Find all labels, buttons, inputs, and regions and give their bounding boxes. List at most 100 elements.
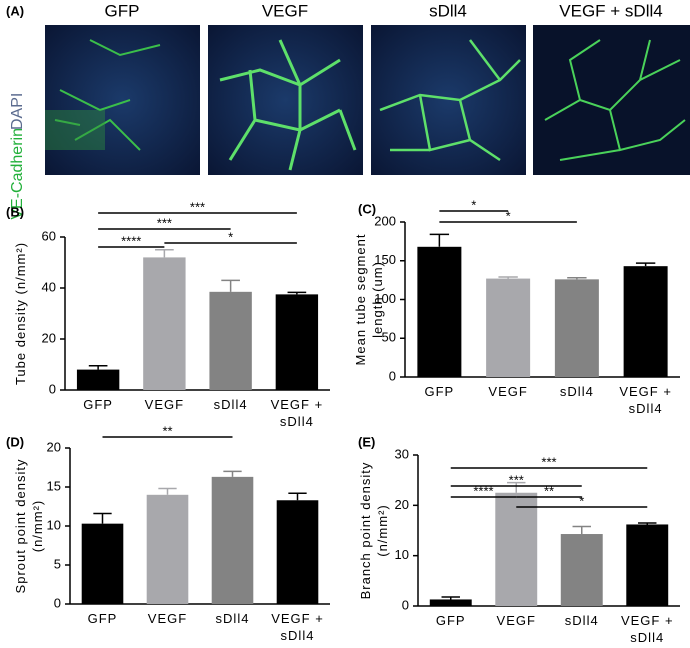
x-tick-label-box: sDll4 [559, 384, 594, 399]
x-tick-label: GFP [424, 384, 455, 399]
y-tick-label: 0 [402, 597, 409, 612]
y-tick-label: 15 [47, 478, 61, 493]
y-axis-label-box: Branch point density (n/mm²) [358, 461, 390, 600]
x-tick-label: VEGF [496, 613, 536, 628]
y-tick-label: 10 [47, 517, 61, 532]
bar [626, 524, 669, 606]
error-bar [572, 525, 591, 535]
significance-label: * [471, 197, 476, 212]
image-title: VEGF + sDll4 [559, 1, 662, 20]
x-tick-label-box: VEGF + sDll4 [271, 611, 324, 643]
y-tick-label: 200 [374, 213, 396, 228]
panel-label: (A) [6, 3, 24, 18]
bar [554, 279, 599, 377]
y-tick-label: 30 [395, 446, 409, 461]
significance-label: * [228, 229, 233, 244]
x-tick-label: VEGF + sDll4 [620, 613, 674, 645]
bar [276, 500, 319, 604]
significance-label: ** [544, 483, 554, 498]
y-tick-label: 60 [42, 228, 56, 243]
x-tick-label-box: VEGF + sDll4 [620, 613, 674, 645]
bar [81, 523, 124, 604]
significance-label: *** [509, 472, 524, 487]
x-tick-label: VEGF + sDll4 [270, 397, 324, 429]
x-tick-label: VEGF [144, 397, 185, 412]
x-tick-label: sDll4 [559, 384, 594, 399]
y-axis-label: Mean tube segment length (um) [353, 233, 385, 366]
y-tick-label: 10 [395, 547, 409, 562]
bar [623, 266, 668, 377]
x-tick-label-box: VEGF [147, 611, 188, 626]
y-axis-label: Tube density (n/mm²) [13, 241, 28, 386]
bar [429, 599, 472, 606]
error-bar [638, 522, 657, 525]
error-bar [155, 249, 174, 258]
x-tick-label-box: sDll4 [564, 613, 599, 628]
x-tick-label: GFP [435, 613, 466, 628]
error-bar [441, 596, 460, 600]
panel-label: (C) [358, 201, 376, 216]
error-bar [88, 365, 108, 370]
y-axis-label: Branch point density (n/mm²) [358, 461, 390, 600]
x-tick-label: VEGF + sDll4 [271, 611, 324, 643]
x-tick-label: VEGF [147, 611, 188, 626]
x-tick-label-box: VEGF + sDll4 [619, 384, 672, 416]
x-tick-label: sDll4 [215, 611, 250, 626]
bar [417, 246, 462, 377]
stain-label: VE-Cadherin [9, 128, 26, 220]
micrograph [533, 25, 690, 175]
y-tick-label: 40 [42, 279, 56, 294]
y-tick-label: 150 [374, 252, 396, 267]
bar [211, 476, 254, 604]
significance-label: **** [121, 233, 141, 248]
x-tick-label-box: VEGF + sDll4 [270, 397, 324, 429]
x-tick-label-box: VEGF [488, 384, 528, 399]
error-bar [429, 233, 450, 247]
y-axis-label-box: Sprout point density (n/mm²) [13, 459, 45, 594]
significance-label: **** [473, 483, 493, 498]
error-bar [567, 277, 587, 280]
significance-label: *** [190, 199, 205, 214]
y-tick-label: 5 [54, 556, 61, 571]
y-tick-label: 100 [374, 291, 396, 306]
x-tick-label-box: sDll4 [213, 397, 248, 412]
image-title: sDll4 [429, 1, 467, 20]
y-tick-label: 20 [47, 439, 61, 454]
y-axis-label-box: Tube density (n/mm²) [13, 241, 28, 386]
panel-label: (B) [6, 204, 24, 219]
bar [275, 294, 319, 390]
panel-label: (D) [6, 434, 24, 449]
x-tick-label: sDll4 [213, 397, 248, 412]
y-tick-label: 20 [395, 497, 409, 512]
error-bar [93, 512, 112, 524]
y-axis-label-box: Mean tube segment length (um) [353, 233, 385, 366]
x-tick-label: sDll4 [564, 613, 599, 628]
x-tick-label-box: VEGF [496, 613, 536, 628]
x-tick-label-box: GFP [88, 611, 117, 626]
significance-label: *** [157, 215, 172, 230]
bar [560, 534, 603, 606]
bar [146, 494, 189, 604]
significance-label: * [579, 493, 584, 508]
bar [486, 278, 531, 377]
significance-label: *** [541, 454, 556, 469]
y-tick-label: 0 [49, 381, 56, 396]
x-tick-label: VEGF [488, 384, 528, 399]
bar [495, 492, 538, 606]
bar [76, 369, 120, 390]
error-bar [507, 481, 526, 493]
x-tick-label-box: GFP [424, 384, 455, 399]
significance-label: * [506, 208, 511, 223]
bar [143, 257, 186, 390]
x-tick-label-box: GFP [83, 397, 113, 412]
panel-label: (E) [358, 434, 375, 449]
significance-label: ** [162, 423, 172, 438]
error-bar [158, 487, 177, 495]
micrograph [371, 25, 526, 175]
x-tick-label: GFP [83, 397, 113, 412]
y-tick-label: 0 [54, 595, 61, 610]
x-tick-label: VEGF + sDll4 [619, 384, 672, 416]
error-bar [288, 492, 307, 501]
